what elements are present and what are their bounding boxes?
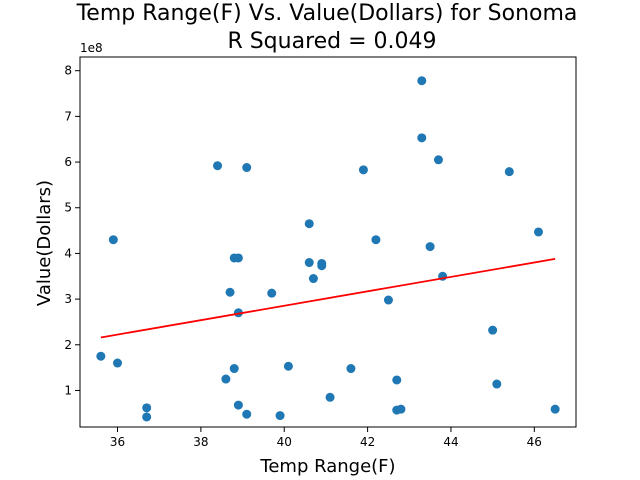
- data-point: [417, 133, 427, 143]
- data-point: [221, 374, 231, 384]
- y-tick-label: 8: [64, 64, 72, 78]
- data-point: [304, 219, 314, 229]
- data-point: [233, 400, 243, 410]
- y-offset-label: 1e8: [80, 41, 103, 55]
- data-point: [492, 379, 502, 389]
- data-point: [229, 364, 239, 374]
- y-tick-label: 3: [64, 292, 72, 306]
- x-tick-label: 36: [110, 435, 125, 449]
- data-point: [242, 409, 252, 419]
- data-point: [488, 325, 498, 335]
- data-point: [425, 242, 435, 252]
- y-tick-label: 2: [64, 338, 72, 352]
- data-point: [533, 227, 543, 237]
- data-point: [346, 364, 356, 374]
- data-point: [142, 403, 152, 413]
- regression-line: [100, 258, 556, 339]
- data-point: [275, 411, 285, 421]
- plot-frame: [79, 56, 577, 428]
- y-tick-label: 5: [64, 201, 72, 215]
- data-point: [283, 361, 293, 371]
- data-point: [142, 412, 152, 422]
- data-point: [308, 274, 318, 284]
- data-point: [317, 261, 327, 271]
- data-point: [108, 235, 118, 245]
- plot-area: 36 38 40 42 44 46 1 2 3 4 5 6 7 8: [64, 56, 577, 449]
- data-point: [417, 76, 427, 86]
- y-tick-label: 4: [64, 246, 72, 260]
- data-point: [392, 375, 402, 385]
- data-point: [233, 253, 243, 263]
- chart-title-line2: R Squared = 0.049: [227, 29, 436, 54]
- data-point: [371, 235, 381, 245]
- data-point: [96, 351, 106, 361]
- y-tick-label: 1: [64, 383, 72, 397]
- x-tick-label: 42: [360, 435, 375, 449]
- x-tick-label: 40: [277, 435, 292, 449]
- data-point: [267, 288, 277, 298]
- data-point: [396, 404, 406, 414]
- data-point: [550, 404, 560, 414]
- x-tick-label: 44: [443, 435, 458, 449]
- data-point: [213, 161, 223, 171]
- x-tick-label: 46: [527, 435, 542, 449]
- data-point: [304, 258, 314, 268]
- data-point: [113, 358, 123, 368]
- data-point: [358, 165, 368, 175]
- chart-title-line1: Temp Range(F) Vs. Value(Dollars) for Son…: [76, 1, 578, 26]
- data-point: [225, 287, 235, 297]
- data-point: [325, 392, 335, 402]
- y-axis-label: Value(Dollars): [34, 180, 55, 306]
- y-tick-label: 6: [64, 155, 72, 169]
- y-tick-label: 7: [64, 109, 72, 123]
- x-tick-label: 38: [193, 435, 208, 449]
- data-point: [242, 163, 252, 173]
- data-point: [383, 295, 393, 305]
- data-point: [504, 167, 514, 177]
- data-point: [433, 155, 443, 165]
- x-axis-label: Temp Range(F): [259, 456, 395, 477]
